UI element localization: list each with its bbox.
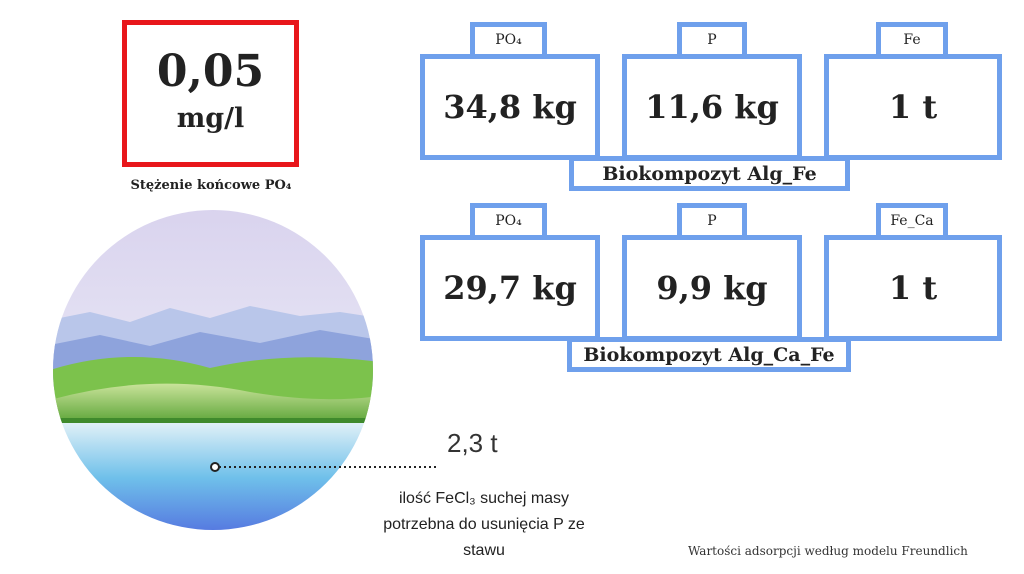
item-label: P [677, 22, 747, 60]
concentration-unit: mg/l [176, 103, 245, 134]
item-value: 11,6 kg [622, 54, 802, 160]
group-title: Biokompozyt Alg_Fe [569, 156, 850, 191]
pond-amount: 2,3 t [447, 428, 498, 458]
group-title: Biokompozyt Alg_Ca_Fe [567, 337, 851, 372]
item-label: PO₄ [470, 22, 547, 60]
concentration-value: 0,05 [156, 46, 265, 97]
concentration-box: 0,05 mg/l [122, 20, 299, 167]
pond-description: ilość FeCl₃ suchej masy potrzebna do usu… [383, 490, 585, 559]
concentration-caption: Stężenie końcowe PO₄ [130, 178, 292, 193]
item-value: 29,7 kg [420, 235, 600, 341]
item-value: 1 t [824, 235, 1002, 341]
item-value: 9,9 kg [622, 235, 802, 341]
footer-note: Wartości adsorpcji według modelu Freundl… [688, 544, 968, 558]
item-label: P [677, 203, 747, 241]
item-value: 34,8 kg [420, 54, 600, 160]
item-value: 1 t [824, 54, 1002, 160]
